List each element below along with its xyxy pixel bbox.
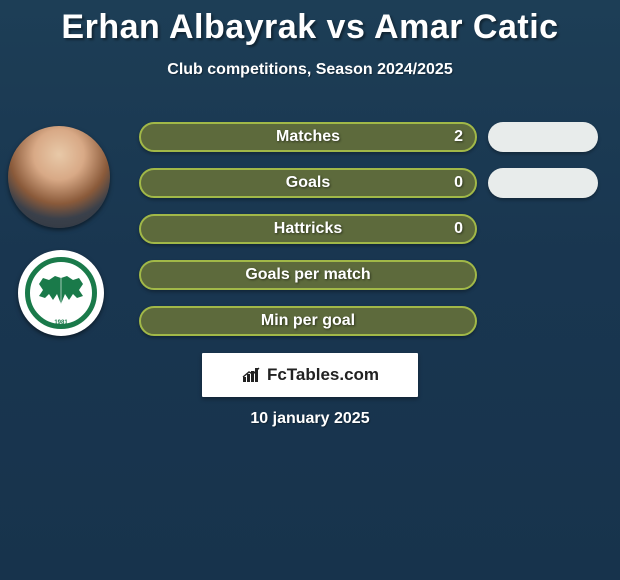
p2-pill-goals bbox=[488, 168, 598, 198]
stat-bar-gpm: Goals per match bbox=[139, 260, 477, 290]
player2-column bbox=[488, 122, 598, 214]
date-label: 10 january 2025 bbox=[0, 410, 620, 428]
stat-bar-mpg: Min per goal bbox=[139, 306, 477, 336]
page-subtitle: Club competitions, Season 2024/2025 bbox=[0, 61, 620, 79]
player1-column: 1981 bbox=[8, 126, 112, 336]
stat-bar-goals: Goals 0 bbox=[139, 168, 477, 198]
chart-icon bbox=[241, 366, 263, 384]
stats-bars: Matches 2 Goals 0 Hattricks 0 Goals per … bbox=[139, 122, 477, 352]
stat-bar-matches: Matches 2 bbox=[139, 122, 477, 152]
stat-bar-hattricks: Hattricks 0 bbox=[139, 214, 477, 244]
stat-label: Min per goal bbox=[261, 312, 355, 330]
brand-box[interactable]: FcTables.com bbox=[202, 353, 418, 397]
player1-avatar bbox=[8, 126, 110, 228]
page-title: Erhan Albayrak vs Amar Catic bbox=[0, 0, 620, 47]
brand-text: FcTables.com bbox=[267, 365, 379, 385]
club-year-label: 1981 bbox=[54, 320, 67, 326]
stat-label: Hattricks bbox=[274, 220, 342, 238]
p2-pill-matches bbox=[488, 122, 598, 152]
player1-club-badge: 1981 bbox=[18, 250, 104, 336]
stat-value-p1: 0 bbox=[454, 174, 463, 192]
stat-label: Goals per match bbox=[245, 266, 370, 284]
club-badge-ring: 1981 bbox=[25, 257, 97, 329]
eagle-icon bbox=[35, 274, 87, 308]
stat-label: Goals bbox=[286, 174, 330, 192]
stat-label: Matches bbox=[276, 128, 340, 146]
stat-value-p1: 2 bbox=[454, 128, 463, 146]
stat-value-p1: 0 bbox=[454, 220, 463, 238]
